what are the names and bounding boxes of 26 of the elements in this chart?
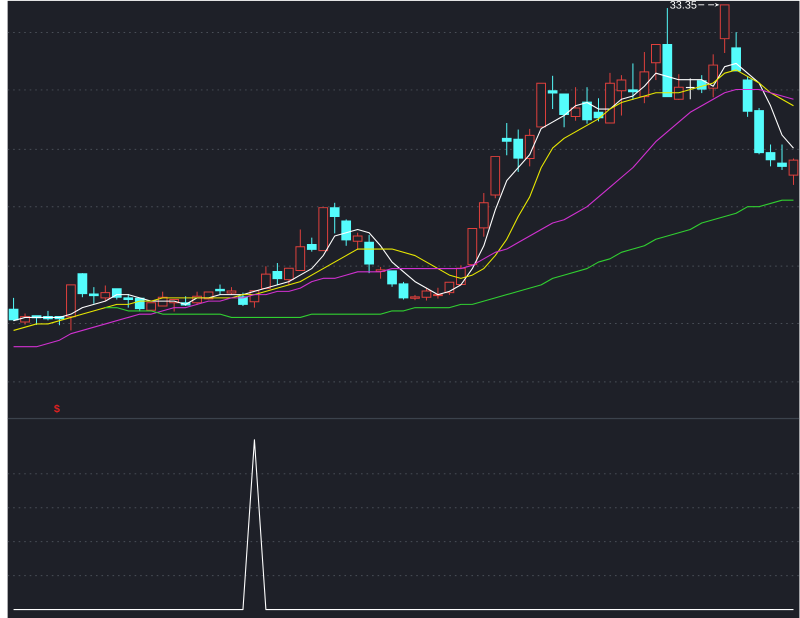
candlestick [651, 44, 661, 80]
candlestick [777, 144, 787, 170]
candlestick [524, 128, 535, 167]
candlestick [100, 284, 110, 301]
candlestick [559, 93, 569, 128]
candlestick [628, 62, 638, 100]
candlestick [272, 262, 282, 285]
candlestick [330, 202, 340, 234]
text: $ [54, 404, 60, 413]
candlestick [215, 284, 225, 296]
candlestick [502, 122, 512, 156]
candlestick [261, 266, 271, 289]
candlestick [570, 86, 580, 122]
candlestick [123, 293, 134, 308]
candlestick [306, 236, 317, 252]
candlestick [89, 286, 99, 304]
candlestick [8, 297, 18, 322]
candlestick [352, 232, 363, 250]
candlestick [364, 234, 374, 274]
candlestick [548, 75, 558, 110]
candlestick [284, 268, 294, 285]
candlestick [295, 228, 306, 271]
candlestick [341, 218, 352, 246]
annotation: 33.35 [670, 0, 696, 8]
candlestick [78, 272, 88, 298]
candlestick [513, 128, 524, 172]
